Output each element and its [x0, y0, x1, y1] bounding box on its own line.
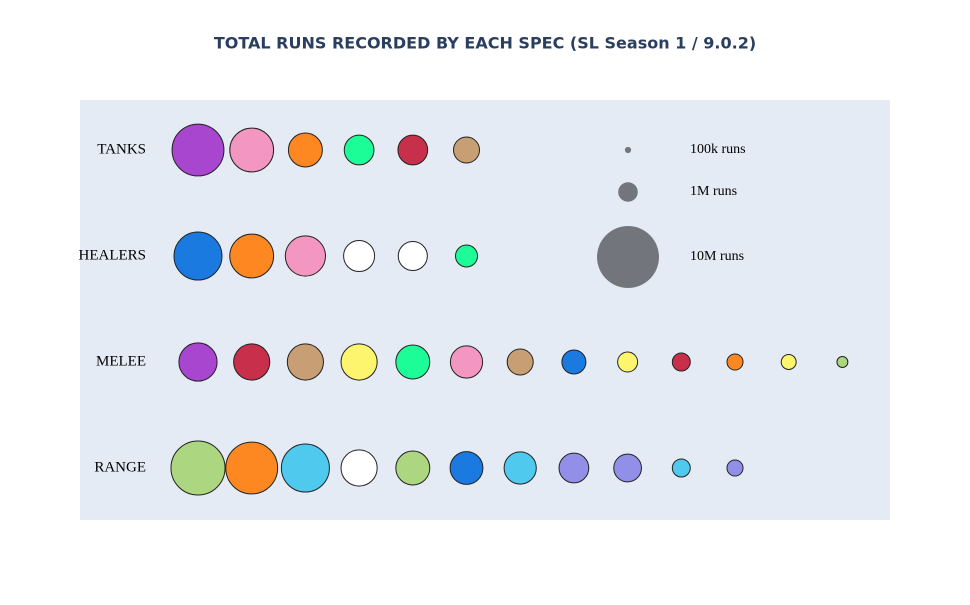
row-label: RANGE	[94, 459, 146, 475]
row-label: MELEE	[96, 353, 146, 369]
bubble	[229, 127, 275, 173]
bubble	[170, 440, 226, 496]
bubble	[343, 134, 375, 166]
bubble	[561, 349, 587, 375]
bubble	[780, 354, 797, 370]
legend-label: 1M runs	[690, 184, 737, 199]
legend-label: 100k runs	[690, 142, 746, 157]
bubble	[449, 345, 484, 379]
bubble	[343, 240, 376, 272]
bubble	[280, 443, 330, 493]
chart-title: TOTAL RUNS RECORDED BY EACH SPEC (SL Sea…	[214, 34, 756, 53]
bubble	[449, 451, 484, 485]
bubble	[284, 235, 326, 277]
bubble	[340, 449, 378, 487]
bubble	[395, 450, 431, 486]
bubble	[503, 451, 537, 485]
bubble	[340, 343, 378, 381]
bubble	[395, 344, 431, 380]
bubble	[836, 356, 849, 368]
bubble	[617, 351, 639, 373]
row-label: TANKS	[97, 141, 146, 157]
bubble	[225, 441, 279, 495]
bubble	[397, 134, 429, 166]
legend-bubble	[618, 182, 638, 202]
bubble	[229, 233, 275, 279]
bubble	[452, 136, 481, 164]
bubble	[506, 348, 534, 376]
bubble	[558, 452, 590, 484]
bubble	[173, 231, 223, 281]
legend-label: 10M runs	[690, 249, 744, 264]
bubble	[726, 353, 744, 371]
row-label: HEALERS	[79, 247, 147, 263]
bubble	[287, 132, 323, 168]
bubble	[671, 352, 691, 372]
legend-bubble	[597, 226, 659, 288]
legend-bubble	[624, 146, 632, 154]
bubble	[671, 458, 691, 478]
bubble	[613, 453, 642, 483]
bubble	[397, 240, 428, 272]
bubble	[286, 343, 324, 381]
bubble	[454, 244, 479, 268]
bubble	[171, 123, 225, 177]
bubble	[233, 343, 271, 381]
bubble	[178, 342, 218, 382]
bubble	[726, 459, 744, 477]
